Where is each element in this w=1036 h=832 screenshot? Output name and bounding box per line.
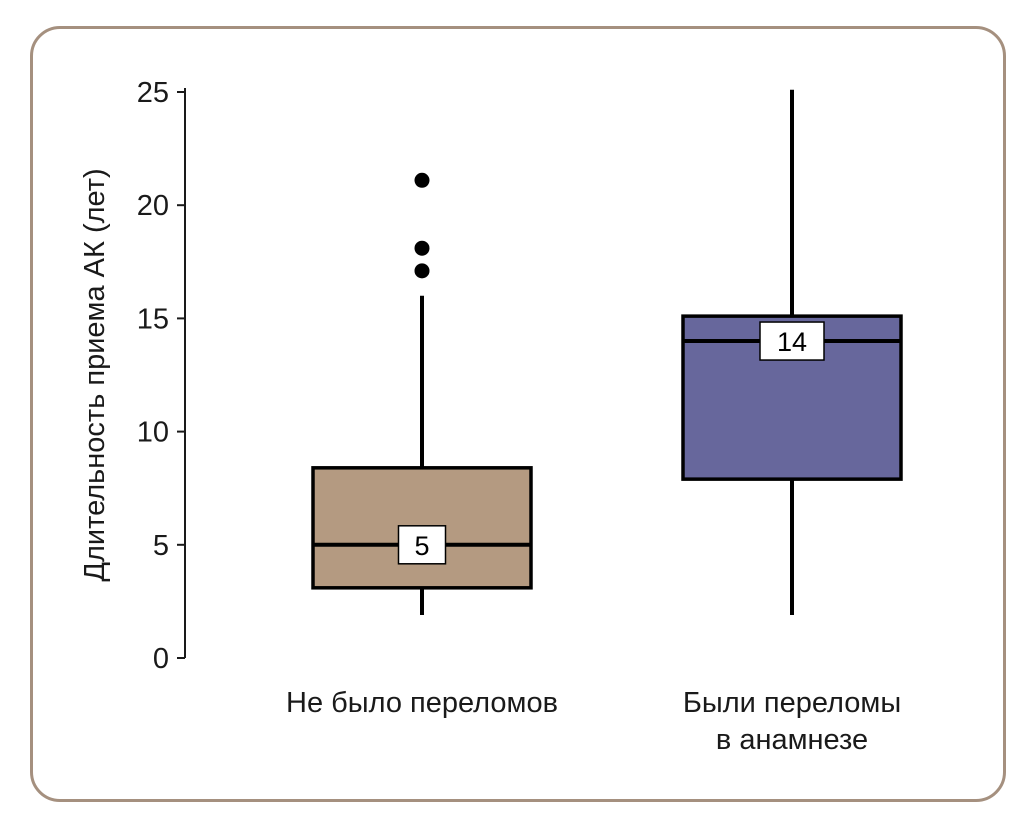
y-tick-label: 20: [137, 190, 169, 222]
y-tick-label: 5: [153, 530, 169, 562]
median-label-box: [397, 525, 447, 565]
category-label: Не было переломов: [286, 687, 558, 719]
y-tick-label: 0: [153, 643, 169, 675]
median-label: 5: [414, 531, 429, 561]
outlier-dot: [414, 172, 430, 188]
y-axis-title: Длительность приема АК (лет): [79, 168, 111, 581]
y-tick-label: 15: [137, 303, 169, 335]
median-label-box: [759, 321, 825, 361]
y-tick-label: 10: [137, 417, 169, 449]
y-tick-label: 25: [137, 77, 169, 109]
outlier-dot: [414, 263, 430, 279]
outlier-dot: [414, 240, 430, 256]
category-label: Были переломы: [683, 687, 901, 719]
category-label: в анамнезе: [716, 724, 868, 756]
median-label: 14: [777, 327, 807, 357]
